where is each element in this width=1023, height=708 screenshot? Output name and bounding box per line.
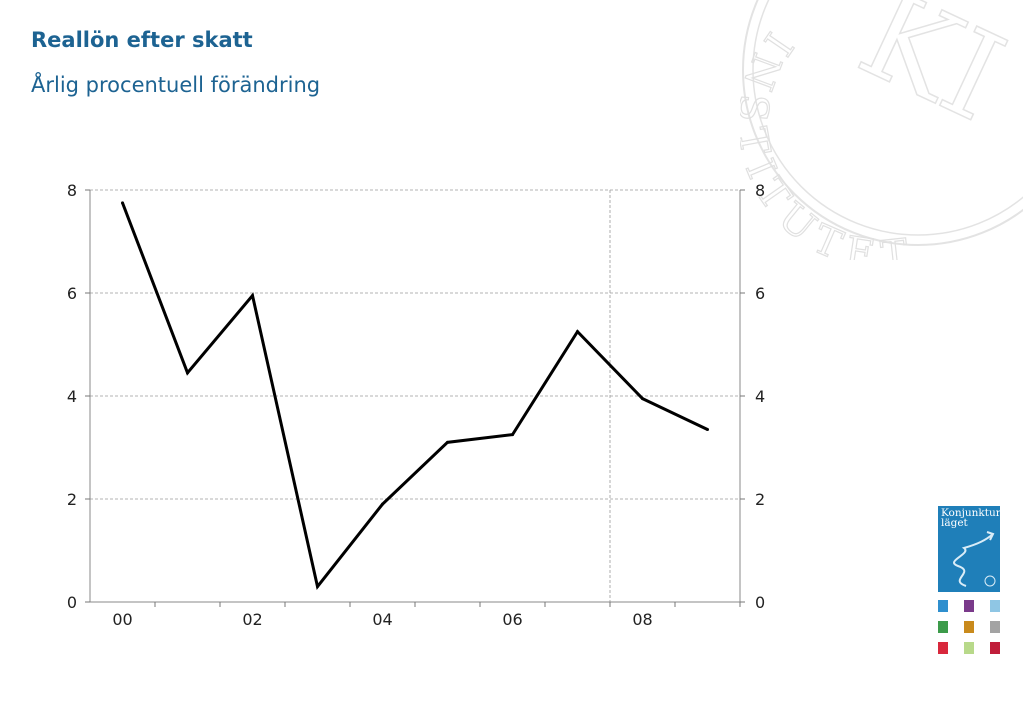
x-tick-label: 08 [632,610,652,629]
institute-seal-watermark: INSTITUTET KI [740,0,1023,260]
y-tick-label-left: 4 [67,387,77,406]
x-ticks: 00 02 04 06 08 [112,602,741,629]
x-tick-label: 00 [112,610,132,629]
report-thumbnail [964,642,974,654]
x-tick-label: 02 [242,610,262,629]
report-thumbnail [938,600,948,612]
report-thumbnail [990,642,1000,654]
series-line [121,202,709,590]
data-point [706,427,709,431]
data-point [121,201,124,205]
x-tick-label: 06 [502,610,522,629]
chart-subtitle: Årlig procentuell förändring [31,73,321,97]
data-point [316,585,319,589]
series-group [121,201,709,590]
y-tick-label-right: 0 [755,593,765,612]
badge-text: Konjunktur läget [941,507,1000,529]
badge-swirl-icon [953,531,996,587]
data-point [641,397,644,401]
report-thumbnails [938,600,1000,656]
y-tick-label-left: 2 [67,490,77,509]
data-point [251,294,254,298]
data-point [511,433,514,437]
y-tick-label-left: 0 [67,593,77,612]
konjunkturlaget-badge: Konjunktur läget [938,506,1000,592]
report-thumbnail [964,621,974,633]
y-ticks: 0 0 2 2 4 4 6 6 8 8 [67,181,765,612]
data-point [446,440,449,444]
y-tick-label-right: 4 [755,387,765,406]
report-thumbnail [990,621,1000,633]
report-thumbnail [990,600,1000,612]
grid-lines [90,189,740,602]
report-thumbnail [964,600,974,612]
data-point [576,330,579,334]
y-tick-label-left: 6 [67,284,77,303]
data-point [381,502,384,506]
chart-title: Reallön efter skatt [31,28,253,52]
y-tick-label-right: 8 [755,181,765,200]
y-tick-label-left: 8 [67,181,77,200]
report-thumbnail [938,621,948,633]
x-tick-label: 04 [372,610,392,629]
report-thumbnail [938,642,948,654]
data-point [186,371,189,375]
y-tick-label-right: 6 [755,284,765,303]
y-tick-label-right: 2 [755,490,765,509]
